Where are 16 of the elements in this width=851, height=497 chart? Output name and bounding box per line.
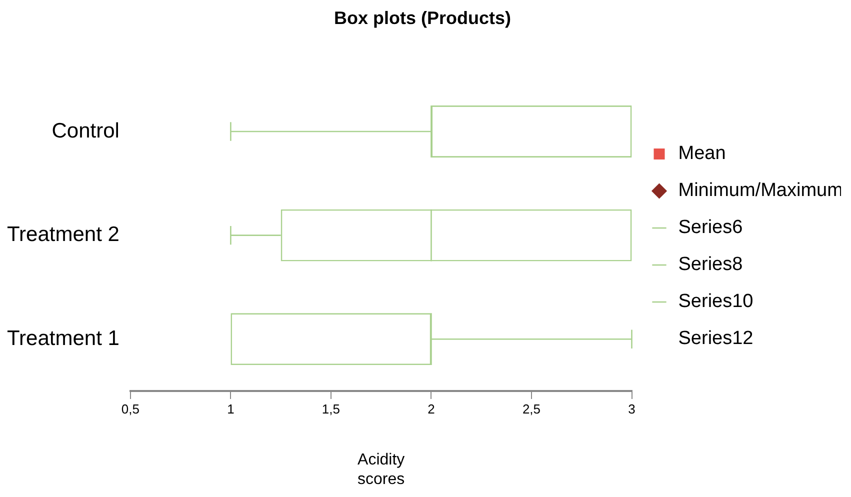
x-axis-title: Acidity scores xyxy=(358,452,405,488)
x-tick-label: 2,5 xyxy=(522,401,541,416)
legend-label: Series10 xyxy=(678,291,754,312)
x-tick-label: 1 xyxy=(227,401,234,416)
x-tick-label: 2 xyxy=(428,401,435,416)
y-tick-label: Treatment 2 xyxy=(6,223,120,246)
x-tick-label: 3 xyxy=(628,401,636,416)
x-tick-label: 0,5 xyxy=(121,401,140,416)
y-tick-label: Treatment 1 xyxy=(6,326,120,350)
chart-title: Box plots (Products) xyxy=(334,8,512,28)
text: Series12 xyxy=(678,328,754,350)
legend-label: Series6 xyxy=(678,217,743,238)
legend-label: Series8 xyxy=(678,254,743,276)
legend-label: Mean xyxy=(678,143,726,164)
y-tick-label: Control xyxy=(52,119,120,142)
x-tick-label: 1,5 xyxy=(322,401,340,416)
